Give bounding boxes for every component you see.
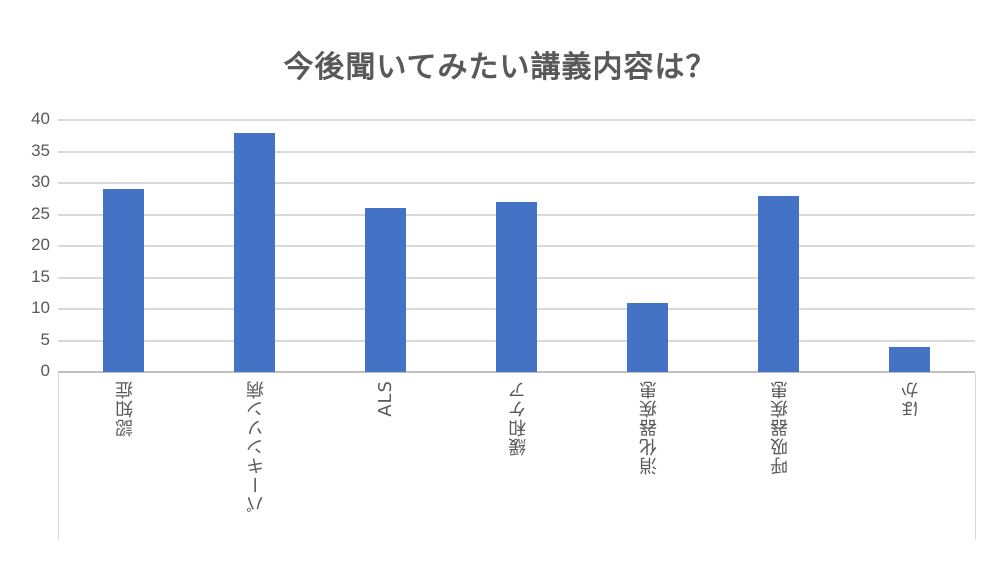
gridline xyxy=(58,150,975,153)
x-category-label: ALS xyxy=(374,380,396,417)
gridline xyxy=(58,182,975,184)
x-category-label: ほか xyxy=(900,380,922,418)
bar[interactable] xyxy=(365,208,406,372)
x-category-label: パーキンソン病 xyxy=(245,380,267,513)
y-tick-label: 10 xyxy=(31,298,50,317)
bar[interactable] xyxy=(234,132,275,372)
y-tick-label: 15 xyxy=(31,266,50,286)
y-tick-label: 0 xyxy=(40,361,50,380)
y-tick-label: 30 xyxy=(31,172,50,191)
chart-border xyxy=(58,373,59,540)
y-tick-label: 25 xyxy=(31,203,50,223)
y-tick-label: 5 xyxy=(40,329,50,349)
gridline xyxy=(58,119,975,121)
bar[interactable] xyxy=(627,302,668,372)
y-tick-label: 40 xyxy=(31,109,50,128)
bar[interactable] xyxy=(103,189,144,372)
chart-border xyxy=(975,373,976,540)
y-tick-label: 35 xyxy=(31,140,50,160)
bar[interactable] xyxy=(889,346,930,372)
bar[interactable] xyxy=(496,201,537,372)
x-category-label: 認知症 xyxy=(114,380,136,437)
chart-title: 今後聞いてみたい講義内容は？ xyxy=(283,50,717,85)
y-tick-label: 20 xyxy=(31,235,50,254)
x-category-label: 消化器疾患 xyxy=(638,380,660,475)
x-axis-line xyxy=(58,371,975,373)
x-category-label: 緩和ケア xyxy=(507,380,529,456)
bar[interactable] xyxy=(758,195,799,372)
x-category-label: 呼吸器疾患 xyxy=(769,380,791,475)
